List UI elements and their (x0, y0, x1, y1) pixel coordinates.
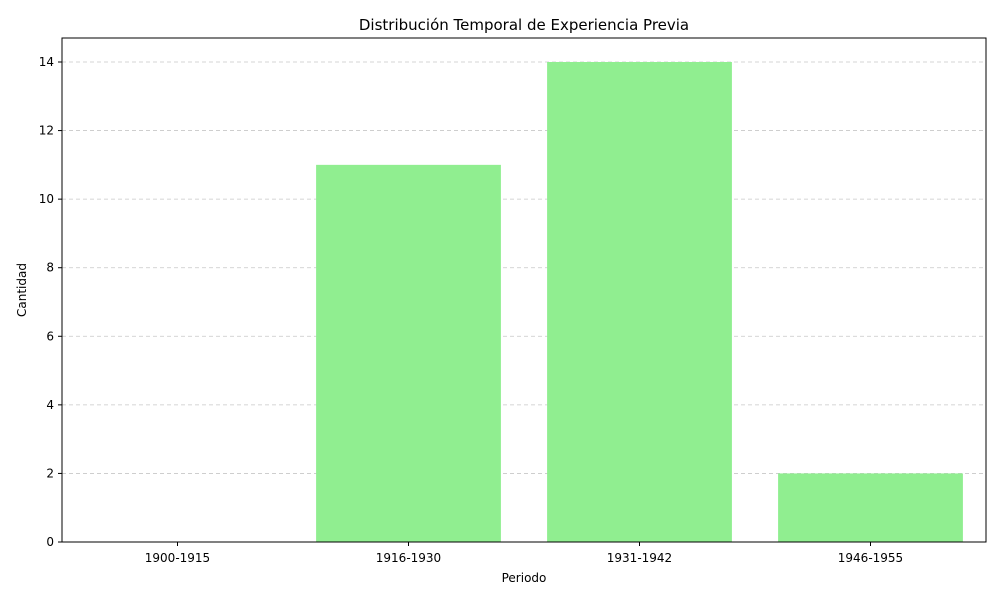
y-axis-label: Cantidad (15, 263, 29, 317)
x-tick-label: 1916-1930 (376, 551, 441, 565)
y-axis-ticks: 0 2 4 6 8 10 12 14 (39, 55, 62, 549)
bar-1916-1930 (316, 164, 501, 542)
y-tick-label: 14 (39, 55, 54, 69)
chart-title: Distribución Temporal de Experiencia Pre… (359, 16, 689, 34)
y-tick-label: 10 (39, 192, 54, 206)
bars (316, 62, 963, 542)
plot-frame (61, 37, 987, 543)
bar-1931-1942 (547, 62, 732, 542)
x-tick-label: 1946-1955 (838, 551, 903, 565)
bar-1946-1955 (778, 473, 963, 542)
x-axis-label: Periodo (502, 571, 547, 585)
x-tick-label: 1900-1915 (145, 551, 210, 565)
y-tick-label: 12 (39, 124, 54, 138)
y-tick-label: 2 (46, 466, 54, 480)
y-tick-label: 6 (46, 329, 54, 343)
x-axis-ticks: 1900-1915 1916-1930 1931-1942 1946-1955 (145, 542, 903, 565)
y-tick-label: 4 (46, 398, 54, 412)
y-tick-label: 0 (46, 535, 54, 549)
y-tick-label: 8 (46, 261, 54, 275)
grid-lines (62, 61, 986, 474)
x-tick-label: 1931-1942 (607, 551, 672, 565)
